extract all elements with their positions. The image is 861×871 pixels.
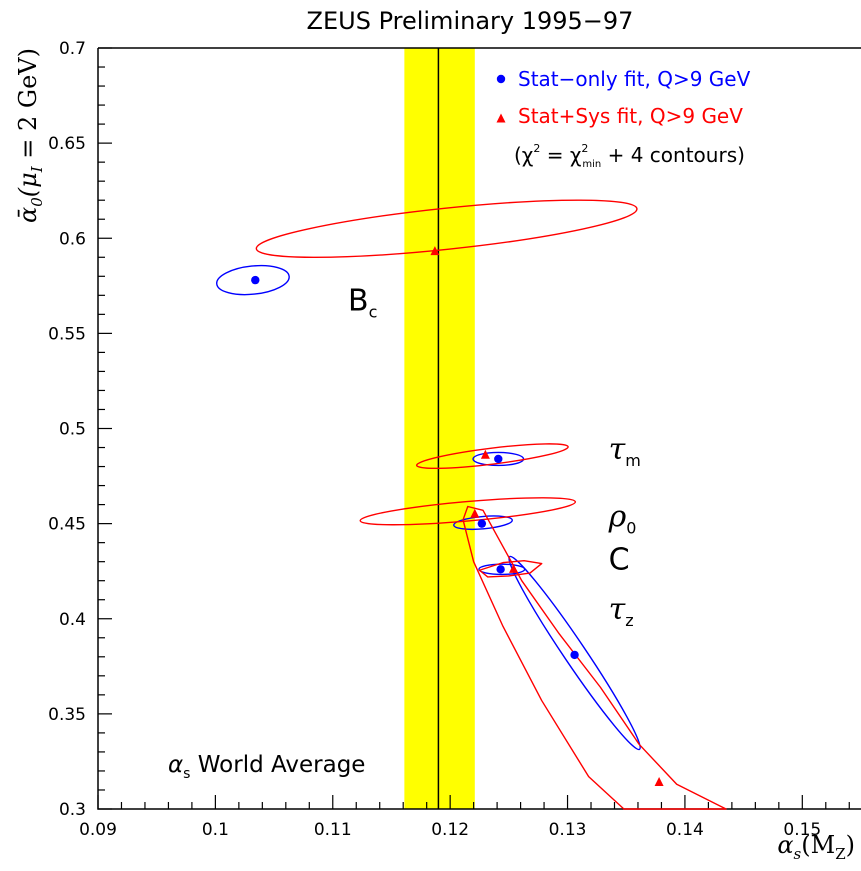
y-tick-label: 0.4 <box>59 610 86 630</box>
x-label-close: ) <box>846 831 855 859</box>
observable-label-Tz: τz <box>609 592 634 630</box>
contour-statsys-Bc <box>255 199 638 259</box>
x-axis-label: αs(MZ) <box>777 831 855 863</box>
x-label-sub: s <box>794 845 802 863</box>
contour-note-sup: 2 <box>533 142 540 155</box>
y-tick-label: 0.3 <box>59 800 86 820</box>
legend-marker-statsys <box>496 113 506 123</box>
world-average-rest: World Average <box>190 752 365 778</box>
point-stat-Tz <box>570 650 579 660</box>
contour-stat-Tz <box>508 555 641 751</box>
observable-label-rho0: ρ0 <box>608 499 637 537</box>
point-stat-rho0 <box>477 519 487 528</box>
world-average-symbol: α <box>168 752 183 778</box>
contour-statsys-C <box>478 560 543 578</box>
point-statsys-Bc <box>430 246 440 256</box>
observable-label-Bc: Bc <box>348 284 377 322</box>
y-label-tail: = 2 GeV) <box>14 48 42 166</box>
y-axis-label: ᾱ0(μI = 2 GeV) <box>14 48 46 223</box>
observable-subscript: z <box>625 611 633 630</box>
x-label-base: α <box>777 831 793 859</box>
point-statsys-Tm <box>480 449 490 459</box>
world-average-band <box>404 48 475 809</box>
contour-note-sub: min <box>582 159 601 170</box>
y-tick-label: 0.5 <box>59 420 86 440</box>
y-tick-label: 0.45 <box>48 515 86 535</box>
point-statsys-rho0 <box>470 508 480 518</box>
contour-stat-rho0 <box>453 515 513 531</box>
contour-statsys-Tm <box>415 443 569 470</box>
observable-symbol: C <box>609 542 630 577</box>
point-statsys-C <box>509 563 519 573</box>
observable-symbol: B <box>348 284 369 319</box>
observable-subscript: c <box>369 303 378 322</box>
observable-label-C: C <box>609 542 630 577</box>
legend-label-stat: Stat−only fit, Q>9 GeV <box>518 67 751 91</box>
contour-note-rest: + 4 contours) <box>601 143 745 167</box>
y-tick-label: 0.35 <box>48 705 86 725</box>
plot-frame <box>97 47 861 810</box>
y-label-rest: (μ <box>14 172 42 197</box>
observable-label-Tm: τm <box>609 432 641 470</box>
x-label-rest: (M <box>801 831 835 859</box>
x-tick-label: 0.09 <box>79 820 117 840</box>
legend-label-statsys: Stat+Sys fit, Q>9 GeV <box>518 104 743 128</box>
y-label-base: ᾱ <box>14 207 42 223</box>
point-stat-Tm <box>494 454 503 464</box>
x-tick-label: 0.15 <box>783 820 821 840</box>
legend-contour-note: (χ2 = χ2 min + 4 contours) <box>514 142 745 170</box>
x-label-sub2: Z <box>835 845 845 863</box>
y-tick-label: 0.7 <box>59 39 86 59</box>
x-tick-label: 0.13 <box>549 820 587 840</box>
x-tick-label: 0.1 <box>202 820 229 840</box>
contour-note-eq: = χ <box>540 143 581 167</box>
world-average-label: αs World Average <box>168 752 365 782</box>
x-tick-label: 0.11 <box>314 820 352 840</box>
contour-stat-Bc <box>216 264 290 296</box>
contour-note-open: (χ <box>514 143 533 167</box>
observable-subscript: m <box>625 451 641 470</box>
x-tick-label: 0.14 <box>666 820 704 840</box>
y-label-sub: 0 <box>28 197 46 207</box>
contour-stat-Tm <box>472 451 525 467</box>
world-average-sub: s <box>183 766 190 782</box>
contour-statsys-Tz <box>462 505 727 810</box>
observable-symbol: τ <box>609 592 626 627</box>
observable-symbol: τ <box>609 432 626 467</box>
y-tick-label: 0.55 <box>48 324 86 344</box>
legend-marker-stat <box>496 74 506 84</box>
point-stat-Bc <box>251 275 260 285</box>
point-statsys-Tz <box>654 776 664 786</box>
point-stat-C <box>496 565 505 574</box>
x-tick-label: 0.12 <box>431 820 469 840</box>
observable-symbol: ρ <box>608 499 627 534</box>
y-tick-label: 0.6 <box>59 229 86 249</box>
observable-subscript: 0 <box>626 518 636 537</box>
chart-title: ZEUS Preliminary 1995−97 <box>307 7 634 35</box>
y-label-sub2: I <box>28 165 46 173</box>
y-tick-label: 0.65 <box>48 134 86 154</box>
contour-statsys-rho0 <box>359 497 577 526</box>
contour-note-sup2: 2 <box>581 142 588 155</box>
